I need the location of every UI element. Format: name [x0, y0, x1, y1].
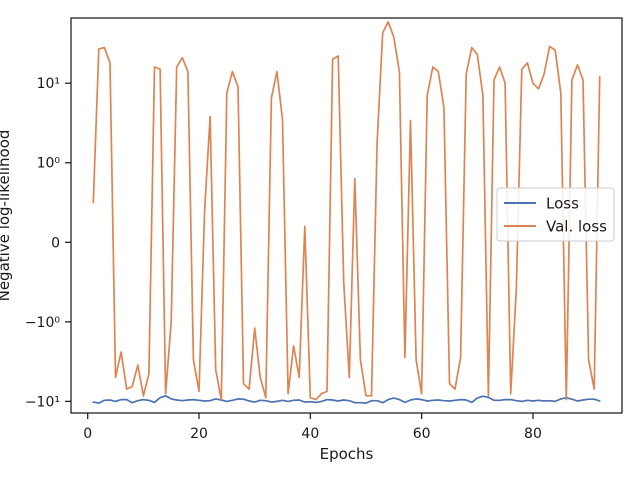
legend-label-val-loss: Val. loss — [546, 218, 607, 236]
legend-label-loss: Loss — [546, 195, 579, 213]
x-tick-label: 40 — [301, 426, 319, 442]
y-tick-label: −10⁰ — [25, 315, 61, 331]
x-tick-label: 20 — [190, 426, 208, 442]
y-axis-label: Negative log-likelihood — [0, 130, 13, 302]
y-tick-label: 10¹ — [37, 76, 60, 92]
y-axis: 10¹ 10⁰ 0 −10⁰ −10¹ — [25, 76, 71, 410]
y-tick-label: 10⁰ — [37, 156, 61, 172]
x-tick-label: 60 — [413, 426, 431, 442]
x-tick-label: 0 — [83, 426, 92, 442]
series-line-loss — [92, 394, 601, 404]
y-tick-label: 0 — [51, 235, 60, 251]
series-layer — [92, 21, 601, 404]
x-axis: 0 20 40 60 80 — [83, 413, 542, 442]
x-tick-label: 80 — [524, 426, 542, 442]
series-line-val-loss — [92, 21, 601, 401]
y-tick-label: −10¹ — [25, 394, 60, 410]
legend: Loss Val. loss — [496, 187, 615, 242]
plot-frame — [70, 17, 623, 414]
legend-box — [496, 187, 615, 242]
x-axis-label: Epochs — [320, 445, 374, 463]
